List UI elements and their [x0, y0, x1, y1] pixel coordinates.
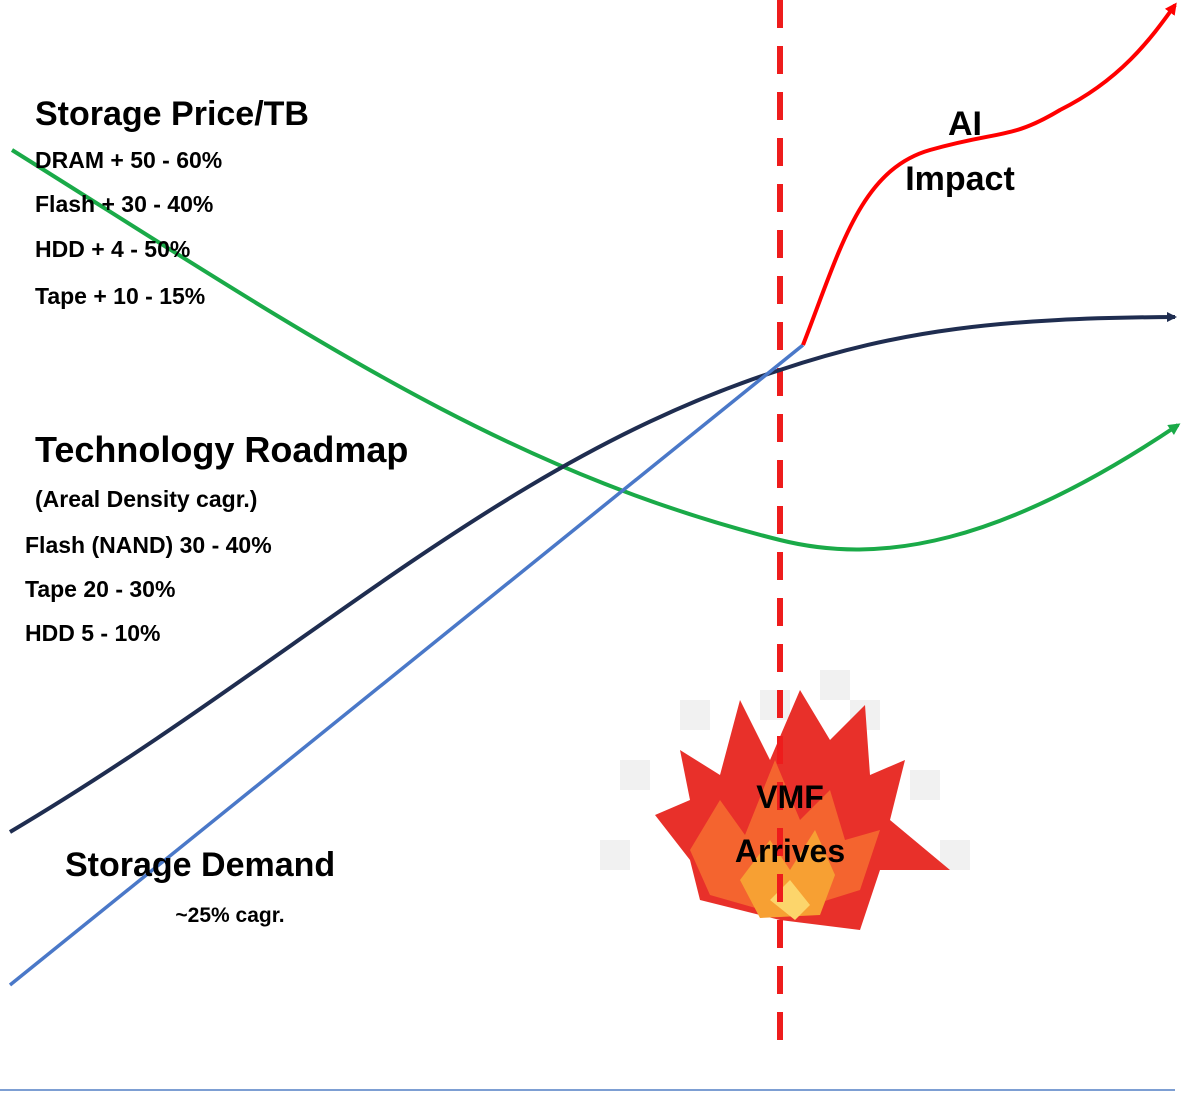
price-item: Flash + 30 - 40% [35, 191, 213, 217]
roadmap-subtitle: (Areal Density cagr.) [35, 486, 257, 512]
demand-title: Storage Demand [65, 846, 335, 884]
price-title: Storage Price/TB [35, 95, 309, 133]
diagram: Storage Price/TB DRAM + 50 - 60% Flash +… [0, 0, 1183, 1093]
roadmap-item: HDD 5 - 10% [25, 620, 160, 646]
vmf-label: Arrives [735, 833, 845, 869]
ai-label: Impact [905, 160, 1015, 198]
price-item: Tape + 10 - 15% [35, 283, 205, 309]
roadmap-title: Technology Roadmap [35, 429, 408, 470]
roadmap-item: Tape 20 - 30% [25, 576, 175, 602]
price-item: HDD + 4 - 50% [35, 236, 190, 262]
roadmap-item: Flash (NAND) 30 - 40% [25, 532, 272, 558]
price-item: DRAM + 50 - 60% [35, 147, 222, 173]
demand-subtitle: ~25% cagr. [175, 904, 284, 927]
vmf-label: VMF [756, 779, 824, 815]
page: Storage Price/TB DRAM + 50 - 60% Flash +… [0, 0, 1183, 1093]
ai-label: AI [948, 105, 982, 143]
roadmap-curve [10, 317, 1175, 832]
